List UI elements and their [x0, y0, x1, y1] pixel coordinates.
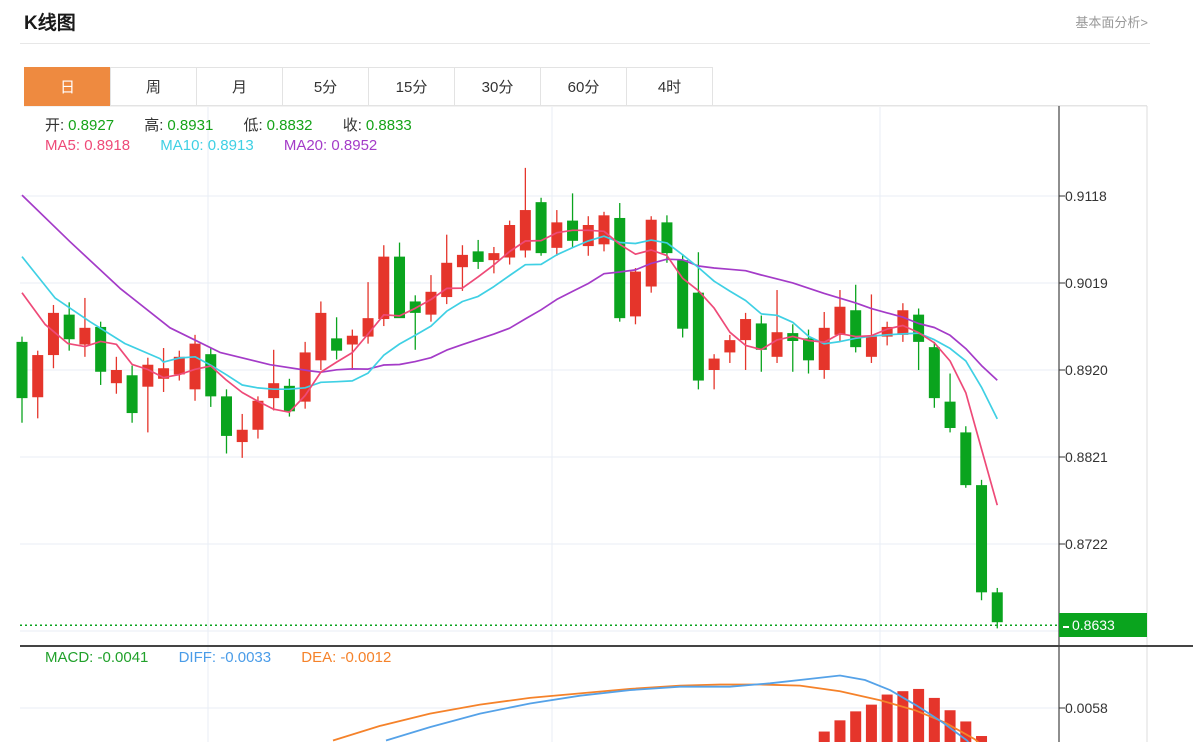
tab-月[interactable]: 月 [196, 67, 283, 106]
macd-panel [332, 674, 988, 742]
price-tick-label: 0.9019 [1065, 275, 1108, 291]
tab-日[interactable]: 日 [24, 67, 111, 106]
high-value: 0.8931 [167, 117, 214, 134]
dea-line [332, 683, 980, 742]
macd-label: MACD: [45, 649, 94, 666]
header-divider [20, 43, 1150, 44]
macd-hist-bar [834, 720, 846, 742]
macd-hist-bar [897, 691, 909, 742]
period-tabbar: 日周月 5分 15分 30分 60分 4时 [24, 67, 713, 106]
price-tick-label: 0.8920 [1065, 362, 1108, 378]
diff-label: DIFF: [178, 649, 217, 666]
price-tick-label: 0.8722 [1065, 536, 1108, 552]
ohlc-open: 开: 0.8927 [45, 117, 118, 134]
tab-周[interactable]: 周 [110, 67, 197, 106]
dea-label: DEA: [301, 649, 337, 666]
ma10-line [21, 235, 999, 420]
macd-hist-bar [960, 721, 972, 742]
macd-value-legend: MACD: -0.0041 [45, 649, 153, 666]
macd-hist-bar [913, 688, 925, 742]
diff-value: -0.0033 [220, 649, 272, 666]
tab-15分[interactable]: 15分 [368, 67, 455, 106]
dea-value-legend: DEA: -0.0012 [301, 649, 391, 666]
macd-hist-bar [881, 694, 893, 742]
tab-5分[interactable]: 5分 [282, 67, 369, 106]
close-value: 0.8833 [365, 117, 412, 134]
ohlc-low: 低: 0.8832 [243, 117, 316, 134]
open-value: 0.8927 [68, 117, 115, 134]
marker-tick-dash [1063, 625, 1069, 628]
macd-hist-bar [976, 736, 988, 742]
macd-hist-bar [928, 697, 940, 742]
ma10-label: MA10: [160, 137, 204, 154]
low-value: 0.8832 [266, 117, 313, 134]
price-tick-label: 0.8821 [1065, 449, 1108, 465]
dea-value: -0.0012 [340, 649, 392, 666]
diff-value-legend: DIFF: -0.0033 [179, 649, 276, 666]
ma20-label: MA20: [283, 137, 328, 154]
diff-line [385, 674, 970, 742]
high-label: 高: [144, 117, 164, 134]
candles [16, 167, 1003, 629]
tab-60分[interactable]: 60分 [540, 67, 627, 106]
page-title: K线图 [24, 13, 76, 34]
ma10-value: 0.8913 [207, 137, 254, 154]
ohlc-legend: 开: 0.8927 高: 0.8931 低: 0.8832 收: 0.8833 [45, 114, 438, 135]
ma5-legend: MA5: 0.8918 [45, 137, 134, 154]
ma20-legend: MA20: 0.8952 [284, 137, 377, 154]
open-label: 开: [45, 117, 65, 134]
ma5-line [21, 229, 999, 506]
fundamental-analysis-link[interactable]: 基本面分析> [1075, 15, 1148, 30]
price-tick-label: 0.9118 [1065, 188, 1107, 204]
current-price-value: 0.8633 [1072, 617, 1115, 634]
macd-hist-bar [818, 731, 830, 742]
macd-legend: MACD: -0.0041 DIFF: -0.0033 DEA: -0.0012 [45, 649, 417, 666]
macd-hist-bar [865, 704, 877, 742]
close-label: 收: [342, 117, 362, 134]
ma-legend: MA5: 0.8918 MA10: 0.8913 MA20: 0.8952 [45, 137, 403, 154]
ohlc-close: 收: 0.8833 [343, 117, 412, 134]
ma20-line [21, 194, 998, 381]
macd-axis-label: 0.0058 [1065, 700, 1108, 716]
ma5-value: 0.8918 [84, 137, 131, 154]
ma5-label: MA5: [45, 137, 81, 154]
ohlc-high: 高: 0.8931 [144, 117, 217, 134]
tab-30分[interactable]: 30分 [454, 67, 541, 106]
ma10-legend: MA10: 0.8913 [160, 137, 258, 154]
current-price-marker: 0.8633 [1059, 613, 1147, 638]
macd-hist-bar [850, 711, 862, 742]
macd-value: -0.0041 [97, 649, 149, 666]
tab-4时[interactable]: 4时 [626, 67, 713, 106]
ma20-value: 0.8952 [331, 137, 378, 154]
low-label: 低: [243, 117, 263, 134]
